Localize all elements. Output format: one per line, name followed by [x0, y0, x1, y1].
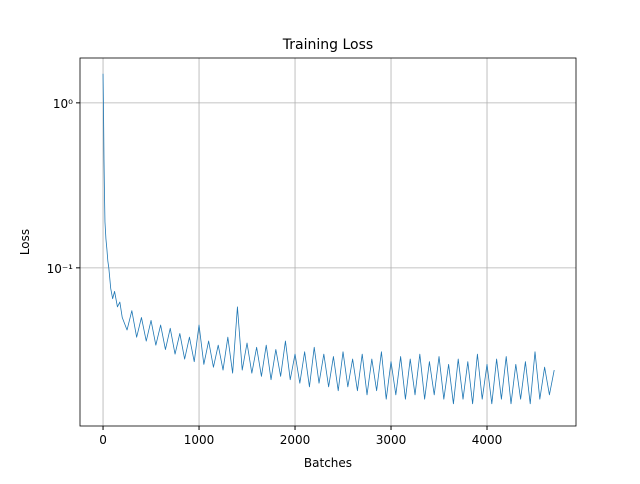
- x-tick-label: 1000: [184, 433, 215, 447]
- x-axis-label: Batches: [304, 456, 352, 470]
- chart-title: Training Loss: [282, 37, 373, 53]
- y-tick-label: 10⁰: [53, 97, 73, 111]
- y-tick-label: 10⁻¹: [47, 262, 74, 276]
- x-tick-label: 0: [99, 433, 107, 447]
- plot-frame: [79, 57, 577, 427]
- x-tick-label: 4000: [472, 433, 503, 447]
- x-tick-label: 2000: [280, 433, 311, 447]
- x-tick-label: 3000: [376, 433, 407, 447]
- loss-line: [102, 73, 555, 405]
- y-axis-label: Loss: [18, 229, 32, 255]
